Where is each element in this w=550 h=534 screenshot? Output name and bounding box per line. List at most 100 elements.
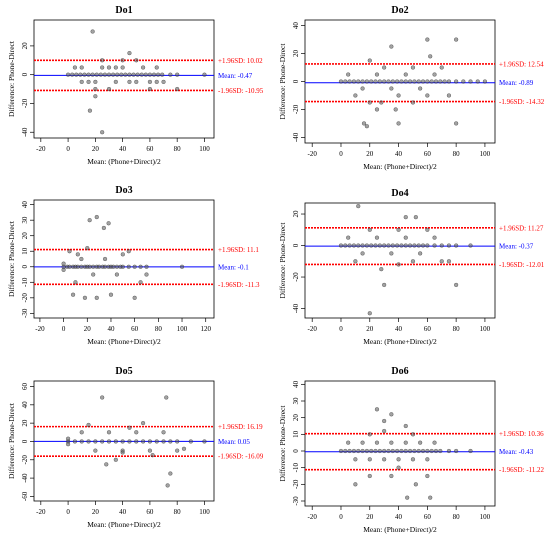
data-point bbox=[412, 243, 417, 248]
data-point bbox=[147, 448, 153, 453]
data-point bbox=[151, 72, 157, 77]
upper-limit-label: +1.96SD: 12.54 bbox=[499, 60, 544, 68]
data-point bbox=[360, 79, 365, 84]
y-tick-label: -40 bbox=[21, 127, 29, 137]
data-point bbox=[65, 442, 71, 447]
data-point bbox=[369, 79, 374, 84]
data-point bbox=[407, 79, 413, 84]
data-point bbox=[374, 440, 380, 445]
data-point bbox=[425, 457, 430, 462]
data-point bbox=[428, 54, 433, 59]
y-tick-label: -30 bbox=[21, 308, 29, 318]
data-point bbox=[389, 251, 394, 256]
data-point bbox=[396, 93, 401, 98]
data-point bbox=[93, 86, 98, 92]
data-point bbox=[96, 264, 102, 269]
data-point bbox=[379, 267, 384, 272]
data-point bbox=[147, 439, 153, 444]
data-point bbox=[361, 121, 367, 126]
data-point bbox=[72, 439, 78, 444]
x-tick-label: 40 bbox=[107, 325, 115, 333]
data-point bbox=[351, 243, 357, 248]
data-point bbox=[175, 448, 180, 453]
data-point bbox=[127, 72, 132, 77]
y-tick-label: 20 bbox=[292, 414, 300, 422]
data-point bbox=[113, 65, 118, 70]
data-point bbox=[393, 107, 398, 112]
data-point bbox=[79, 65, 84, 70]
data-point bbox=[413, 482, 418, 487]
x-tick-label: 80 bbox=[155, 325, 163, 333]
mean-label: Mean: -0.43 bbox=[499, 448, 534, 456]
data-point bbox=[100, 439, 105, 444]
data-point bbox=[347, 79, 352, 84]
data-point bbox=[165, 483, 170, 488]
data-point bbox=[394, 79, 400, 84]
data-point bbox=[131, 72, 136, 77]
data-point bbox=[482, 79, 488, 84]
data-point bbox=[101, 225, 107, 231]
data-point bbox=[87, 218, 92, 223]
data-point bbox=[416, 243, 421, 248]
data-point bbox=[412, 79, 417, 84]
data-point bbox=[351, 79, 357, 84]
data-point bbox=[347, 243, 352, 248]
data-point bbox=[139, 72, 144, 77]
data-point bbox=[429, 79, 434, 84]
data-point bbox=[82, 72, 87, 77]
data-point bbox=[93, 79, 98, 85]
data-point bbox=[154, 79, 159, 85]
data-point bbox=[377, 79, 382, 84]
chart-panel: Do5 -20 0 20 40 60 80 100 -60 -40 -20 0 20 40 60 Mean: … bbox=[7, 366, 264, 529]
data-point bbox=[439, 259, 444, 264]
y-axis-label: Difference: Phone-Direct bbox=[7, 40, 16, 117]
data-point bbox=[110, 72, 116, 77]
data-point bbox=[407, 448, 413, 454]
upper-limit-label: +1.96SD: 11.1 bbox=[218, 246, 259, 254]
data-point bbox=[140, 420, 146, 426]
data-point bbox=[106, 430, 112, 435]
upper-limit-label: +1.96SD: 10.02 bbox=[218, 57, 263, 65]
data-point bbox=[390, 448, 395, 454]
chart-panel: Do6 -20 0 20 40 60 80 100 -30 -20 -10 0 10 20 30 40 Mean… bbox=[278, 366, 545, 534]
data-point bbox=[100, 58, 105, 63]
data-point bbox=[353, 259, 358, 264]
upper-limit-label: +1.96SD: 10.36 bbox=[499, 430, 544, 438]
data-point bbox=[70, 292, 76, 297]
data-point bbox=[369, 243, 374, 248]
data-point bbox=[377, 243, 382, 248]
x-axis-label: Mean: (Phone+Direct)/2 bbox=[87, 157, 161, 166]
x-tick-label: 60 bbox=[424, 150, 432, 158]
chart-panel: Do4 -20 0 20 40 60 80 100 -40 -20 0 20 Mean: (Phone+… bbox=[278, 188, 545, 346]
x-tick-label: 20 bbox=[366, 150, 374, 158]
data-point bbox=[410, 259, 416, 264]
x-tick-label: 100 bbox=[480, 325, 491, 333]
data-point bbox=[425, 93, 430, 98]
data-point bbox=[389, 473, 394, 479]
data-point bbox=[93, 439, 98, 444]
x-tick-label: 40 bbox=[119, 145, 127, 153]
data-point bbox=[67, 249, 72, 254]
data-point bbox=[360, 448, 365, 454]
data-point bbox=[382, 65, 387, 70]
x-tick-label: 60 bbox=[146, 145, 154, 153]
data-point bbox=[91, 264, 96, 269]
data-point bbox=[386, 243, 391, 248]
data-point bbox=[202, 72, 207, 77]
data-point bbox=[61, 261, 66, 266]
chart-panel: Do3 -20 0 20 40 60 80 100 120 -30 -20 -10 0 10 20 30 40 M… bbox=[7, 185, 260, 346]
data-point bbox=[102, 72, 108, 77]
x-tick-label: 0 bbox=[339, 325, 343, 333]
data-point bbox=[382, 448, 387, 454]
data-point bbox=[94, 295, 99, 300]
x-tick-label: 20 bbox=[366, 513, 374, 521]
data-point bbox=[113, 79, 118, 85]
y-tick-label: 0 bbox=[292, 243, 300, 247]
data-point bbox=[413, 215, 418, 220]
x-axis-label: Mean: (Phone+Direct)/2 bbox=[87, 520, 161, 529]
data-point bbox=[367, 58, 372, 63]
data-point bbox=[85, 245, 90, 251]
data-point bbox=[73, 280, 78, 285]
data-point bbox=[446, 448, 452, 454]
